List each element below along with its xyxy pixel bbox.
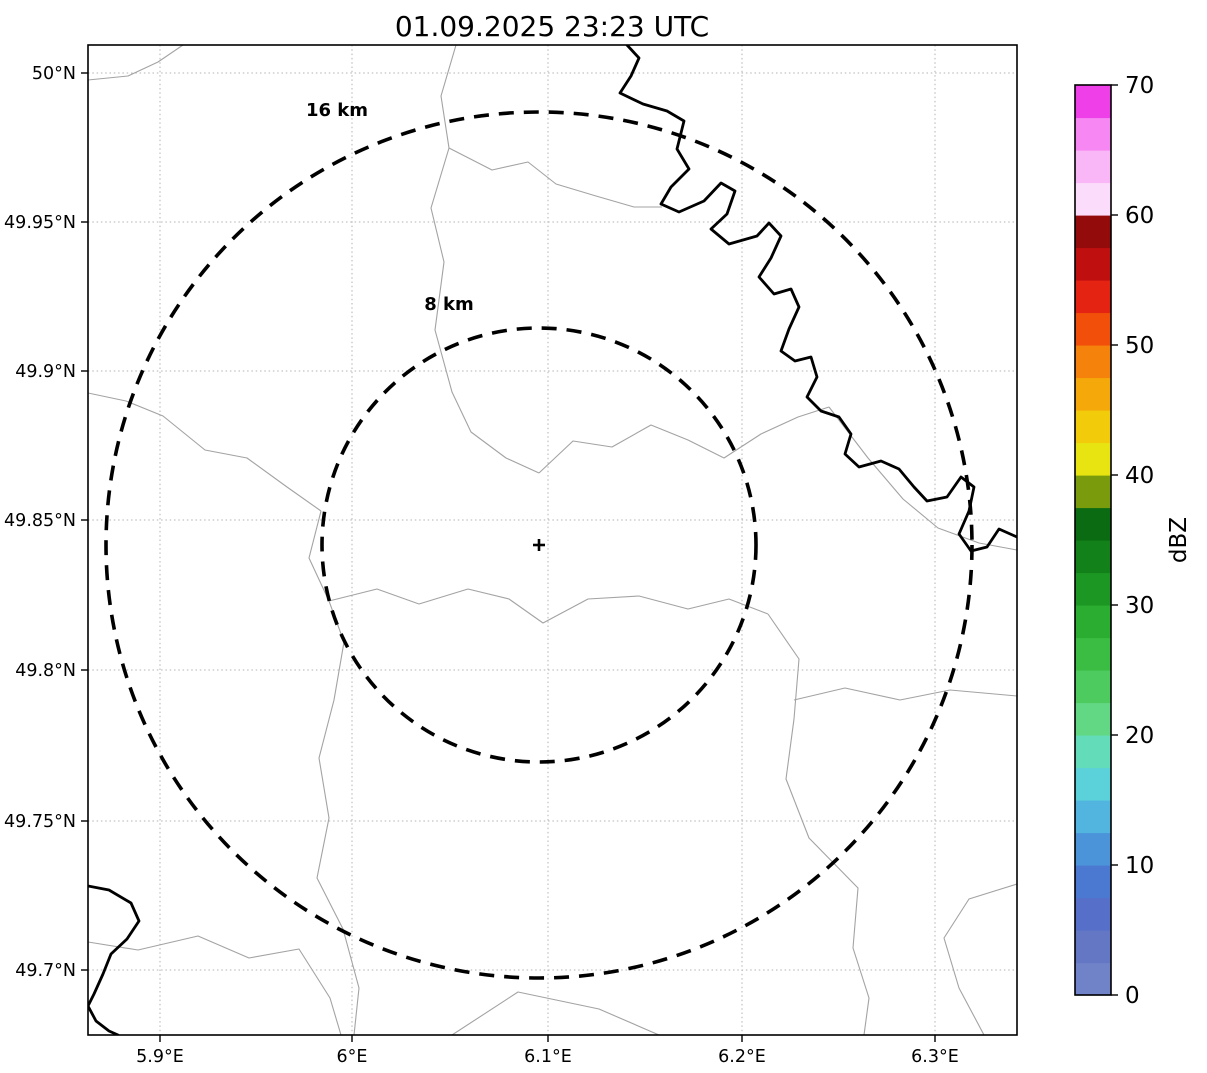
lon-tick-label: 5.9°E [136, 1047, 184, 1067]
colorbar-cell [1075, 150, 1111, 184]
colorbar-cell [1075, 442, 1111, 476]
admin-boundary [538, 406, 830, 474]
colorbar-cell [1075, 215, 1111, 249]
axis-layer: 5.9°E 6°E 6.1°E 6.2°E 6.3°E 50°N 49.95°N 49.9°N… [4, 64, 959, 1067]
colorbar-cell [1075, 962, 1111, 996]
admin-boundary [793, 687, 1017, 701]
ring-label-16km: 16 km [306, 100, 368, 121]
ring-label-8km: 8 km [424, 294, 474, 315]
colorbar-cell [1075, 507, 1111, 541]
colorbar-border [1074, 84, 1112, 996]
colorbar-unit-label: dBZ [1166, 517, 1192, 563]
colorbar-tick-label: 70 [1125, 73, 1154, 99]
lat-tick-label: 49.9°N [15, 362, 76, 382]
colorbar-cell [1075, 832, 1111, 866]
admin-boundary [767, 613, 870, 1035]
colorbar-tick-label: 10 [1125, 853, 1154, 879]
admin-boundary [88, 935, 342, 1035]
colorbar-cell [1075, 247, 1111, 281]
lat-tick-label: 49.8°N [15, 661, 76, 681]
colorbar-cell [1075, 897, 1111, 931]
colorbar-cell [1075, 735, 1111, 769]
colorbar-cell [1075, 377, 1111, 411]
lon-tick-label: 6°E [337, 1047, 368, 1067]
colorbar [1075, 85, 1111, 996]
lon-tick-label: 6.3°E [911, 1047, 959, 1067]
colorbar-cell [1075, 345, 1111, 379]
lat-tick-label: 50°N [32, 64, 76, 84]
colorbar-cell [1075, 182, 1111, 216]
colorbar-cell [1075, 117, 1111, 151]
lat-tick-label: 49.7°N [15, 961, 76, 981]
colorbar-tick-label: 20 [1125, 723, 1154, 749]
admin-boundary [430, 45, 540, 474]
colorbar-cell [1075, 767, 1111, 801]
lat-tick-label: 49.95°N [4, 213, 76, 233]
figure-title: 01.09.2025 23:23 UTC [395, 10, 709, 43]
lon-tick-label: 6.2°E [718, 1047, 766, 1067]
colorbar-cell [1075, 865, 1111, 899]
colorbar-tick-label: 30 [1125, 593, 1154, 619]
lat-tick-label: 49.85°N [4, 511, 76, 531]
colorbar-cell [1075, 540, 1111, 574]
colorbar-cell [1075, 410, 1111, 444]
colorbar-tick-label: 50 [1125, 333, 1154, 359]
colorbar-axis: 0 10 20 30 40 50 60 70 [1111, 73, 1154, 1009]
grid-layer [88, 45, 1017, 1035]
colorbar-cell [1075, 280, 1111, 314]
range-ring-8km [320, 326, 758, 764]
colorbar-cell [1075, 637, 1111, 671]
colorbar-tick-label: 0 [1125, 983, 1140, 1009]
lat-tick-label: 49.75°N [4, 812, 76, 832]
range-ring-16km [104, 110, 974, 980]
colorbar-cell [1075, 930, 1111, 964]
colorbar-cell [1075, 572, 1111, 606]
admin-boundary [943, 883, 1017, 1035]
river-line [88, 884, 141, 1035]
admin-boundary [451, 991, 660, 1035]
colorbar-cell [1075, 800, 1111, 834]
colorbar-cell [1075, 670, 1111, 704]
river-line [618, 45, 1017, 553]
admin-boundary [448, 147, 662, 208]
radar-center-marker [533, 539, 545, 551]
colorbar-tick-label: 40 [1125, 463, 1154, 489]
colorbar-cell [1075, 312, 1111, 346]
range-rings [104, 110, 974, 980]
colorbar-tick-label: 60 [1125, 203, 1154, 229]
admin-boundary [88, 392, 322, 512]
admin-boundary [328, 588, 769, 624]
colorbar-cell [1075, 475, 1111, 509]
colorbar-cell [1075, 605, 1111, 639]
colorbar-cell [1075, 85, 1111, 119]
map-layer [88, 45, 1017, 1035]
admin-boundary [308, 510, 360, 1035]
colorbar-cell [1075, 702, 1111, 736]
lon-tick-label: 6.1°E [524, 1047, 572, 1067]
plot-border [87, 44, 1018, 1036]
admin-boundary [88, 45, 184, 81]
admin-boundary [828, 406, 1017, 551]
